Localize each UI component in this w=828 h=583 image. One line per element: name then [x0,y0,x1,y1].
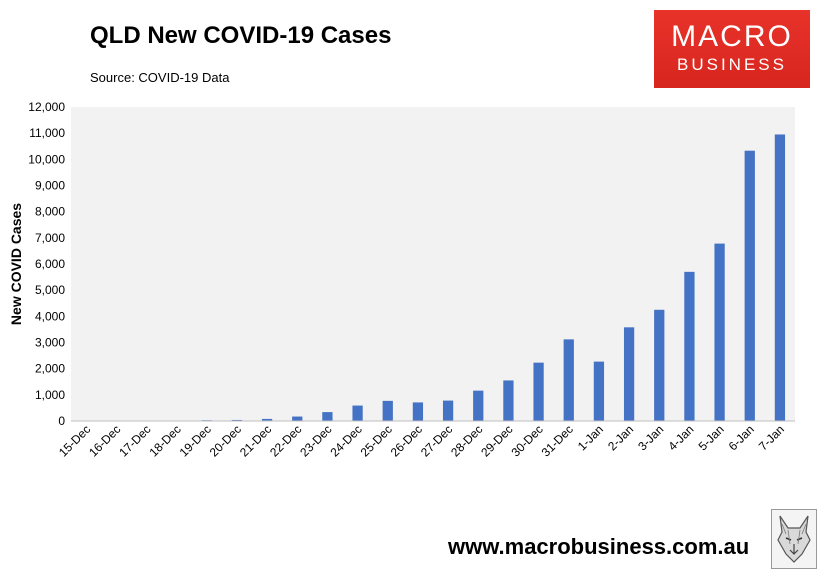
bar [533,362,544,421]
brand-logo: MACRO BUSINESS [654,10,810,88]
bar [292,416,303,421]
logo-line-business: BUSINESS [677,55,787,74]
logo-line-macro: MACRO [671,20,793,53]
x-tick-label: 23-Dec [297,422,334,459]
x-tick-label: 5-Jan [696,422,727,453]
x-tick-label: 21-Dec [237,422,274,459]
x-tick-label: 30-Dec [508,422,545,459]
y-tick-label: 8,000 [35,205,65,219]
y-tick-label: 9,000 [35,179,65,193]
x-tick-label: 16-Dec [86,422,123,459]
x-tick-label: 27-Dec [418,422,455,459]
x-tick-label: 26-Dec [388,422,425,459]
x-tick-label: 17-Dec [116,422,153,459]
bar [714,243,725,421]
x-tick-label: 1-Jan [575,422,606,453]
x-tick-label: 28-Dec [448,422,485,459]
bar [774,134,786,421]
x-tick-label: 4-Jan [665,422,696,453]
y-tick-label: 6,000 [35,257,65,271]
bar [684,271,695,421]
y-axis-label: New COVID Cases [8,203,24,325]
x-tick-label: 3-Jan [635,422,666,453]
y-tick-label: 3,000 [35,336,65,350]
y-tick-label: 10,000 [28,152,65,166]
y-tick-label: 1,000 [35,388,65,402]
bar [503,380,514,421]
chart-subtitle: Source: COVID-19 Data [90,70,230,85]
x-tick-label: 18-Dec [146,422,183,459]
bar [352,405,363,421]
x-tick-label: 2-Jan [605,422,636,453]
bar [231,419,243,421]
plot-area [71,107,795,421]
bar [623,327,635,421]
bar [593,361,605,421]
bar [473,390,484,421]
website-url: www.macrobusiness.com.au [448,534,750,559]
chart-title: QLD New COVID-19 Cases [90,22,392,49]
y-tick-label: 11,000 [29,126,65,140]
wolf-logo-icon [771,509,817,569]
bar [261,418,273,421]
x-tick-label: 7-Jan [756,422,787,453]
x-tick-label: 24-Dec [327,422,364,459]
bar [442,400,454,421]
bar [654,309,665,421]
bar [322,412,333,421]
bar-chart: 0 1,000 2,000 3,000 4,000 5,000 6,000 7,000 8,00… [8,100,795,459]
y-tick-label: 4,000 [35,309,65,323]
bar [382,400,393,421]
y-tick-label: 5,000 [35,283,65,297]
bar [744,150,755,421]
x-tick-label: 31-Dec [539,422,576,459]
x-tick-label: 25-Dec [358,422,395,459]
x-tick-label: 20-Dec [207,422,244,459]
y-tick-label: 0 [58,414,65,428]
y-tick-label: 12,000 [28,100,65,114]
bar [412,402,424,421]
y-tick-label: 2,000 [35,362,65,376]
bar [563,339,574,421]
y-tick-label: 7,000 [35,231,65,245]
x-tick-label: 19-Dec [177,422,214,459]
x-tick-label: 22-Dec [267,422,304,459]
x-tick-label: 29-Dec [478,422,515,459]
x-tick-label: 6-Jan [726,422,757,453]
